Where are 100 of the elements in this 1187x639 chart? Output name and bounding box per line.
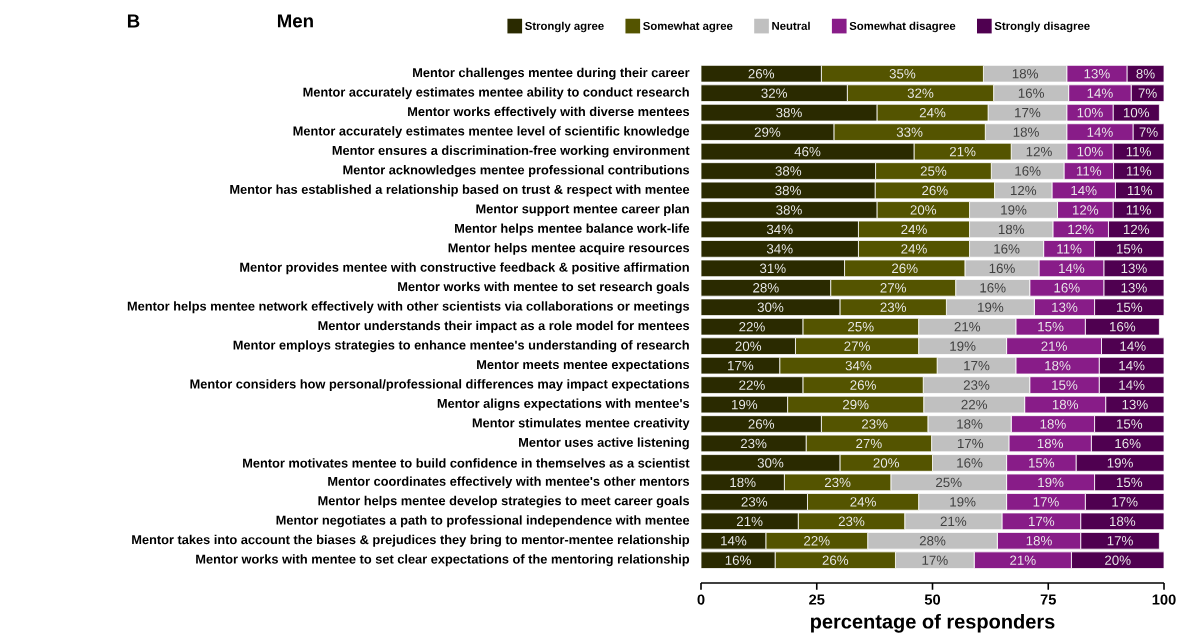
data-label: 27% (880, 283, 907, 293)
y-tick-label: Mentor ensures a discrimination-free working environment (332, 145, 690, 158)
data-label: 23% (861, 419, 888, 429)
y-tick-label: Mentor motivates mentee to build confidence in themselves as a scientist (243, 458, 690, 468)
data-label: 18% (1026, 536, 1052, 546)
x-axis-title: percentage of responders (811, 613, 1055, 633)
data-label: 17% (1029, 516, 1055, 526)
y-tick-label: Mentor helps mentee balance work-life (455, 223, 690, 236)
data-label: 16% (1115, 438, 1141, 449)
data-label: 12% (1072, 205, 1099, 215)
bar (701, 279, 832, 297)
y-tick-label: Mentor works with mentee to set research goals (398, 281, 690, 294)
data-label: 38% (776, 107, 802, 118)
data-label: 18% (957, 419, 983, 429)
data-label: 17% (1112, 497, 1138, 507)
data-label: 18% (1040, 419, 1066, 429)
bar (701, 454, 841, 472)
data-label: 18% (1045, 360, 1071, 371)
y-tick-label: Mentor challenges mentee during their career (413, 67, 690, 80)
data-label: 21% (954, 322, 981, 332)
data-label: 22% (804, 536, 830, 546)
data-label: 19% (950, 497, 976, 507)
data-label: 21% (736, 516, 763, 527)
y-tick-label: Mentor stimulates mentee creativity (472, 418, 690, 430)
data-label: 19% (1107, 458, 1133, 468)
data-label: 21% (940, 516, 967, 527)
y-tick-label: Mentor acknowledges mentee professional contributions (343, 165, 690, 178)
y-tick-label: Mentor has established a relationship based on trust & respect with mentee (230, 184, 690, 197)
data-label: 15% (1116, 244, 1143, 254)
x-tick-label: 25 (809, 594, 825, 605)
data-label: 23% (880, 302, 907, 312)
y-tick-label: Mentor coordinates effectively with mentee's other mentors (328, 476, 690, 489)
data-label: 13% (1121, 263, 1147, 274)
y-tick-label: Mentor takes into account the biases & prejudices they bring to mentor-mentee relationship (132, 534, 690, 547)
y-tick-label: Mentor helps mentee acquire resources (448, 242, 690, 255)
data-label: 14% (1059, 263, 1085, 273)
data-label: 15% (1052, 380, 1078, 390)
x-tick-label: 75 (1040, 594, 1056, 605)
x-tick-label: 0 (697, 594, 705, 605)
data-label: 12% (1010, 185, 1037, 196)
data-label: 10% (1077, 107, 1103, 118)
data-label: 17% (1033, 497, 1059, 507)
data-label: 15% (1116, 302, 1143, 312)
data-label: 14% (721, 536, 747, 546)
data-label: 15% (1029, 458, 1055, 468)
data-label: 11% (1076, 166, 1102, 176)
data-label: 25% (920, 166, 947, 176)
data-label: 38% (775, 166, 802, 176)
y-tick-label: Mentor understands their impact as a role model for mentees (318, 320, 690, 333)
data-label: 22% (739, 322, 765, 332)
data-label: 21% (1010, 555, 1036, 565)
data-label: 12% (1026, 146, 1052, 157)
bar (701, 84, 848, 102)
x-tick-label: 100 (1152, 594, 1176, 605)
data-label: 22% (961, 399, 988, 410)
bar (701, 123, 835, 141)
data-label: 18% (1012, 69, 1038, 79)
y-tick-label: Mentor meets mentee expectations (477, 359, 690, 372)
data-label: 16% (980, 283, 1006, 293)
data-label: 34% (845, 360, 872, 371)
data-label: 23% (963, 380, 990, 390)
data-label: 17% (922, 555, 948, 565)
bar (701, 415, 822, 433)
bar (701, 337, 796, 355)
data-label: 7% (1138, 88, 1157, 98)
data-label: 16% (1110, 321, 1136, 332)
data-label: 33% (896, 127, 923, 137)
data-label: 34% (766, 224, 793, 235)
y-tick-label: Mentor considers how personal/professional differences may impact expectations (190, 379, 690, 392)
data-label: 26% (892, 263, 918, 274)
data-label: 23% (824, 477, 851, 488)
data-label: 18% (1037, 438, 1063, 449)
data-label: 24% (850, 497, 876, 507)
data-label: 17% (1107, 536, 1133, 546)
x-tick-label: 50 (924, 594, 941, 605)
y-tick-label: Mentor works with mentee to set clear expectations of the mentoring relationship (196, 554, 690, 567)
data-label: 17% (1015, 107, 1041, 118)
data-label: 16% (989, 263, 1015, 274)
data-label: 21% (1041, 341, 1067, 351)
data-label: 14% (1119, 360, 1145, 371)
data-label: 13% (1084, 69, 1110, 79)
data-label: 20% (910, 205, 937, 215)
data-label: 38% (775, 185, 801, 196)
data-label: 21% (949, 146, 976, 157)
data-label: 17% (964, 360, 990, 371)
data-label: 29% (754, 127, 781, 137)
data-label: 35% (889, 69, 916, 79)
legend-label: Strongly agree (525, 21, 604, 33)
data-label: 18% (730, 477, 756, 488)
data-label: 14% (1119, 380, 1145, 390)
data-label: 11% (1126, 205, 1151, 215)
data-label: 14% (1120, 341, 1146, 351)
data-label: 16% (1054, 283, 1080, 293)
data-label: 15% (1038, 322, 1064, 332)
y-tick-label: Mentor aligns expectations with mentee's (437, 398, 690, 411)
data-label: 26% (748, 69, 775, 79)
data-label: 12% (1068, 224, 1094, 235)
data-label: 30% (757, 302, 784, 312)
data-label: 11% (1057, 244, 1082, 254)
data-label: 24% (919, 107, 946, 118)
